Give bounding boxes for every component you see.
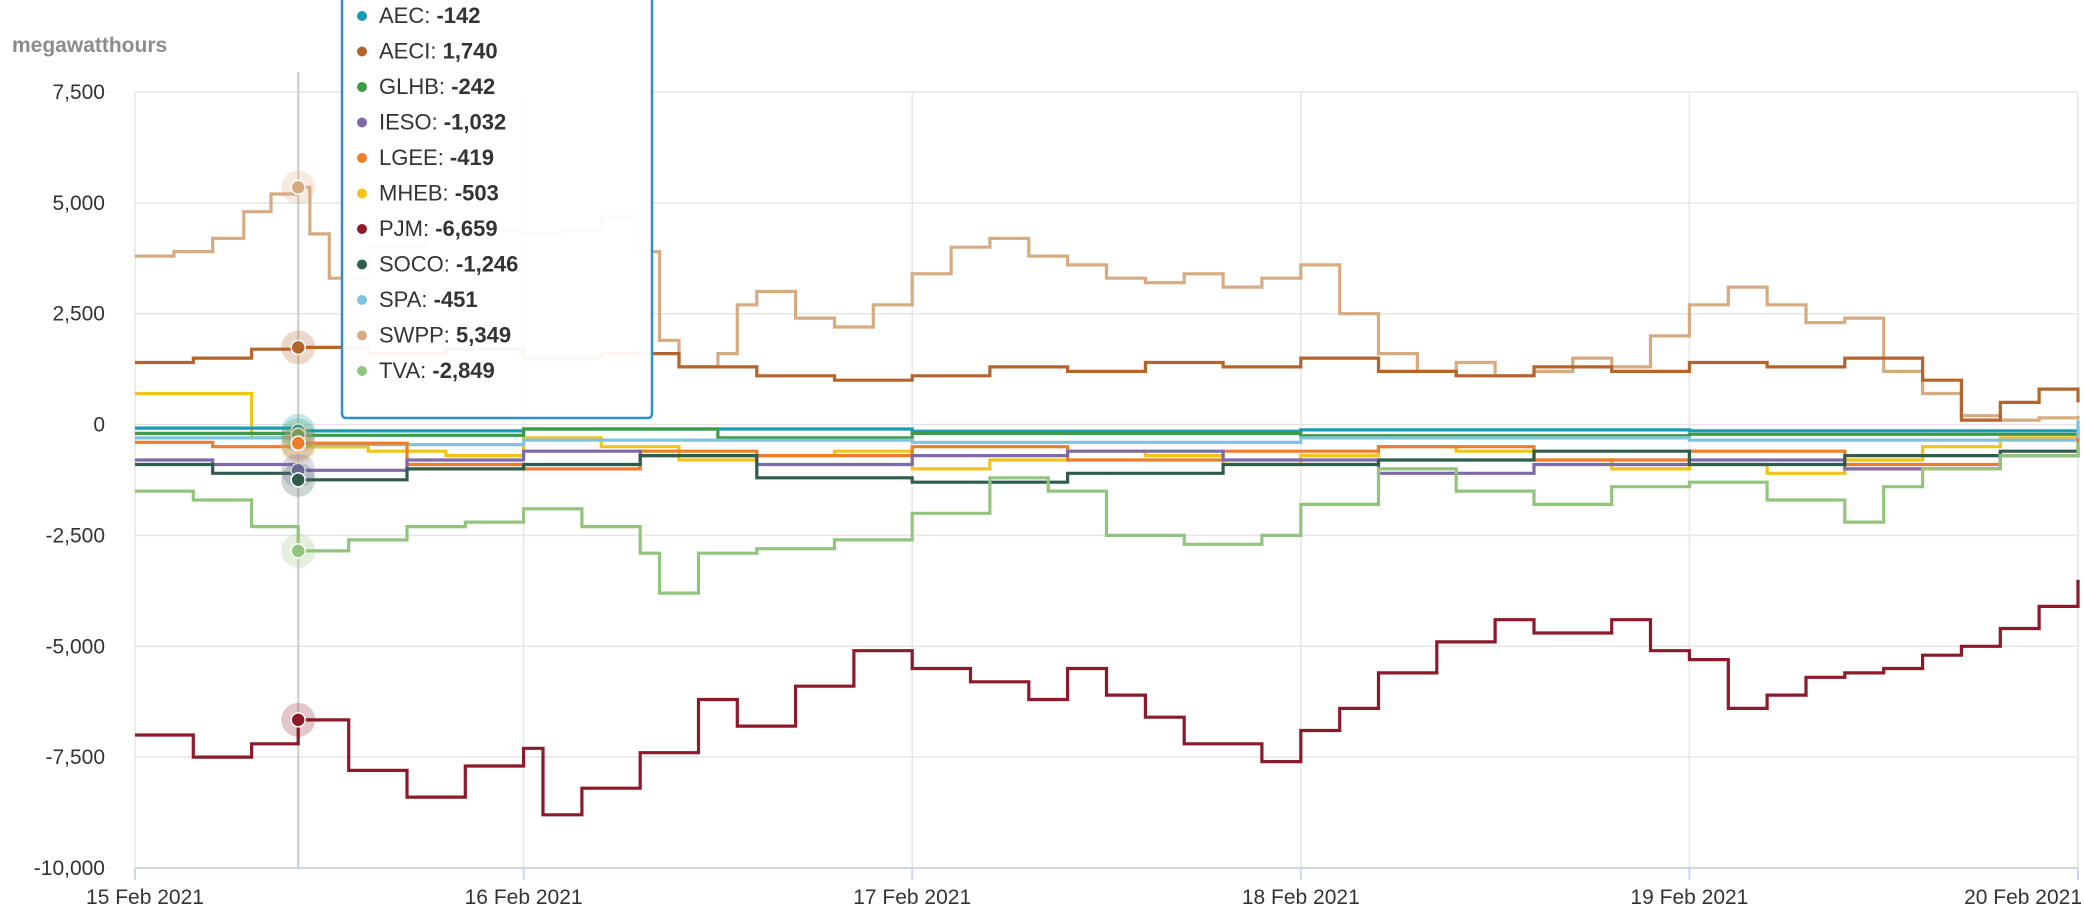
tooltip-row-spa: SPA: -451 [379, 287, 478, 312]
tooltip-row-aeci: AECI: 1,740 [379, 39, 498, 64]
axis-layer: 7,500 5,000 2,500 0 -2,500 -5,000 -7,500 -10,00… [34, 81, 2082, 909]
tooltip-swatch [357, 153, 367, 163]
series-line-lgee [135, 437, 2080, 471]
hover-marker-tva [290, 543, 306, 559]
x-tick-label: 19 Feb 2021 [1630, 886, 1748, 909]
tooltip-swatch [357, 259, 367, 270]
tooltip-label: SWPP: [379, 323, 456, 348]
tooltip-label: AECI: [379, 39, 443, 64]
y-tick-label: 5,000 [52, 192, 105, 215]
tooltip-label: MHEB: [379, 181, 455, 206]
x-tick-label: 17 Feb 2021 [853, 886, 971, 909]
tooltip-swatch [357, 117, 367, 128]
hover-marker-soco [290, 472, 306, 488]
hover-marker-aeci [290, 339, 306, 356]
tooltip-swatch [357, 295, 367, 305]
tooltip-label: AEC: [379, 3, 436, 28]
tooltip-row-pjm: PJM: -6,659 [379, 216, 498, 241]
y-tick-label: -5,000 [45, 635, 105, 658]
tooltip-value: -142 [436, 3, 480, 28]
tooltip-value: -2,849 [432, 358, 494, 383]
series-line-aec [135, 426, 2080, 433]
tooltip-box [340, 0, 654, 420]
tooltip-value: 5,349 [456, 323, 511, 348]
y-tick-label: -7,500 [45, 746, 105, 769]
tooltip-label: GLHB: [379, 74, 451, 99]
tooltip-value: -6,659 [435, 216, 497, 241]
y-tick-label: 2,500 [52, 303, 105, 326]
tooltip-value: -1,032 [444, 110, 506, 135]
series-line-tva [135, 442, 2080, 595]
tooltip-swatch [357, 46, 367, 57]
x-tick-label: 15 Feb 2021 [86, 886, 204, 909]
tooltip-row-ieso: IESO: -1,032 [379, 110, 506, 135]
tooltip-value: -503 [455, 181, 499, 206]
tooltip-label: SPA: [379, 287, 434, 312]
tooltip-row-aec: AEC: -142 [379, 3, 481, 28]
tooltip-row-soco: SOCO: -1,246 [379, 252, 518, 277]
y-tick-label: -10,000 [34, 857, 105, 880]
y-tick-label: 0 [93, 414, 105, 437]
tooltip: AEC: -142 AECI: 1,740 GLHB: -242 IESO: -1,0… [340, 0, 654, 420]
tooltip-label: PJM: [379, 216, 435, 241]
tooltip-label: LGEE: [379, 145, 450, 170]
series-line-soco [135, 446, 2080, 484]
tooltip-row-mheb: MHEB: -503 [379, 181, 499, 206]
tooltip-value: -1,246 [456, 252, 518, 277]
tooltip-swatch [357, 11, 367, 21]
tooltip-swatch [357, 82, 367, 92]
x-tick-label: 16 Feb 2021 [465, 886, 583, 909]
tooltip-swatch [357, 366, 367, 376]
tooltip-swatch [357, 224, 367, 234]
tooltip-row-tva: TVA: -2,849 [379, 358, 495, 383]
tooltip-row-glhb: GLHB: -242 [379, 74, 495, 99]
y-tick-label: -2,500 [45, 524, 105, 547]
series-line-glhb [135, 427, 2080, 440]
tooltip-row-swpp: SWPP: 5,349 [379, 323, 511, 348]
tooltip-label: SOCO: [379, 252, 456, 277]
series-line-pjm [135, 579, 2080, 817]
y-tick-label: 7,500 [52, 81, 105, 104]
x-tick-label: 18 Feb 2021 [1242, 886, 1360, 909]
hover-marker-layer [281, 170, 316, 737]
tooltip-row-lgee: LGEE: -419 [379, 145, 494, 170]
hover-marker-lgee [290, 435, 306, 451]
tooltip-swatch [357, 188, 367, 199]
x-tick-label: 20 Feb 2021 [1964, 886, 2082, 909]
tooltip-label: IESO: [379, 110, 444, 135]
tooltip-value: -419 [450, 145, 494, 170]
tooltip-swatch [357, 330, 367, 341]
y-axis-unit-label: megawatthours [12, 34, 167, 57]
tooltip-label: TVA: [379, 358, 432, 383]
hover-marker-swpp [290, 179, 306, 196]
hover-marker-pjm [290, 712, 306, 728]
tooltip-value: -242 [451, 74, 495, 99]
tooltip-value: 1,740 [443, 39, 498, 64]
tooltip-value: -451 [434, 287, 478, 312]
